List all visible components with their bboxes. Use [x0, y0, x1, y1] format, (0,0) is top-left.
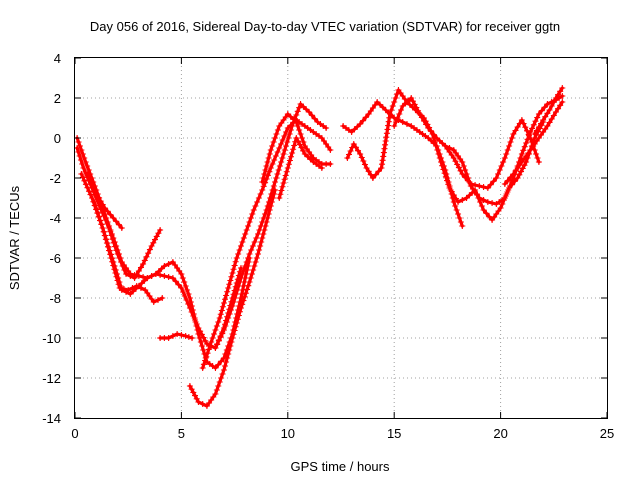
y-tick-label: -6 — [49, 251, 61, 266]
x-tick-label: 15 — [387, 426, 401, 441]
y-tick-label: -8 — [49, 291, 61, 306]
series-markers — [259, 111, 334, 185]
axes: 0 5 10 15 20 25 -14 -12 -10 -8 -6 -4 -2 0 2 4 — [42, 51, 614, 441]
series-markers — [344, 141, 376, 181]
y-tick-label: -2 — [49, 171, 61, 186]
data-series — [74, 85, 566, 409]
series-markers — [276, 135, 325, 201]
plot-frame — [74, 57, 608, 419]
y-tick-label: -12 — [42, 371, 61, 386]
y-tick-label: 0 — [54, 131, 61, 146]
chart-title: Day 056 of 2016, Sidereal Day-to-day VTE… — [90, 19, 560, 34]
series-line — [443, 94, 564, 206]
series-track-11 — [276, 135, 325, 201]
series-track-5 — [91, 199, 166, 305]
x-axis-title: GPS time / hours — [291, 459, 390, 474]
series-markers — [84, 171, 125, 231]
series-markers — [78, 171, 253, 371]
series-markers — [157, 331, 196, 341]
series-line — [75, 136, 243, 350]
series-markers — [501, 99, 566, 187]
series-markers — [212, 101, 330, 351]
series-track-3 — [78, 171, 253, 371]
y-tick-label: -10 — [42, 331, 61, 346]
x-tick-label: 5 — [178, 426, 185, 441]
y-tick-label: 2 — [54, 91, 61, 106]
series-track-9 — [212, 101, 330, 351]
series-track-12 — [340, 99, 466, 229]
series-markers — [91, 199, 166, 305]
x-tick-label: 25 — [600, 426, 614, 441]
y-axis-title: SDTVAR / TECUs — [7, 185, 22, 290]
series-track-4 — [84, 171, 125, 231]
series-track-18 — [531, 85, 566, 137]
y-tick-label: 4 — [54, 51, 61, 66]
series-line — [213, 102, 328, 350]
series-markers — [340, 99, 466, 229]
series-track-13 — [344, 141, 376, 181]
series-track-10 — [259, 111, 334, 185]
series-track-8 — [199, 117, 334, 371]
x-tick-label: 0 — [71, 426, 78, 441]
series-markers — [199, 117, 334, 371]
series-markers — [186, 187, 279, 409]
series-track-17 — [501, 99, 566, 187]
y-tick-label: -14 — [42, 411, 61, 426]
series-track-7 — [186, 187, 279, 409]
y-tick-label: -4 — [49, 211, 61, 226]
x-tick-label: 20 — [493, 426, 507, 441]
series-markers — [531, 85, 566, 137]
series-track-6 — [157, 331, 196, 341]
x-tick-label: 10 — [281, 426, 295, 441]
